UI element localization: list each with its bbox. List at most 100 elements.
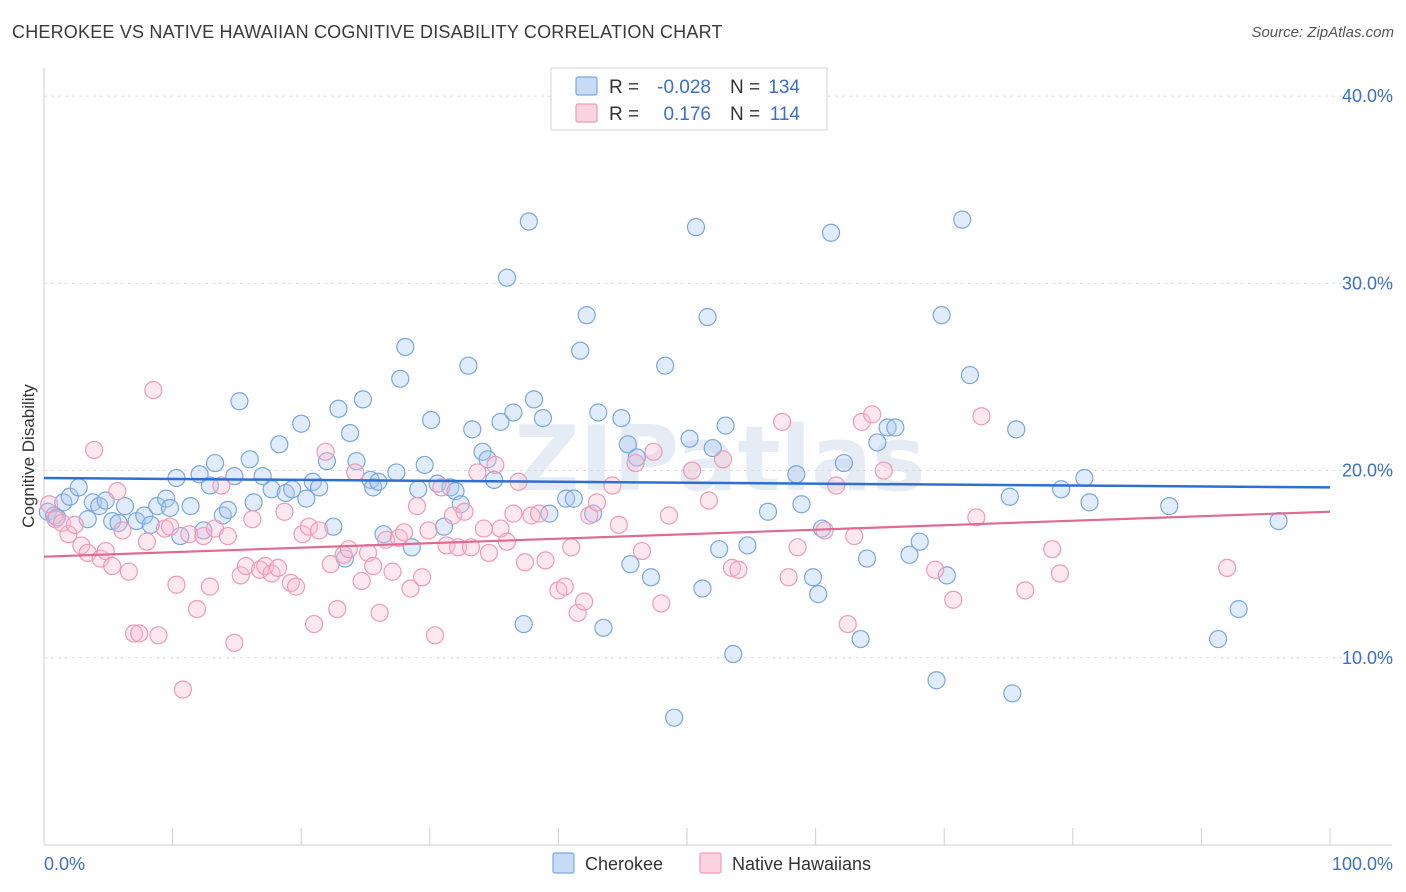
cherokee-point bbox=[421, 410, 441, 430]
cherokee-point bbox=[577, 306, 596, 325]
native-hawaiians-point bbox=[299, 517, 319, 536]
cherokee-point bbox=[194, 521, 213, 540]
cherokee-point bbox=[758, 502, 778, 521]
cherokee-point bbox=[627, 448, 646, 467]
cherokee-point bbox=[621, 555, 640, 574]
cherokee-point bbox=[141, 515, 160, 534]
cherokee-point bbox=[1080, 493, 1099, 512]
native-hawaiians-point bbox=[972, 407, 991, 426]
y-tick-labels: 10.0% 20.0% 30.0% 40.0% bbox=[1342, 86, 1393, 668]
cherokee-point bbox=[932, 306, 951, 325]
native-hawaiians-point bbox=[268, 558, 288, 578]
native-hawaiians-point bbox=[530, 504, 549, 523]
cherokee-point bbox=[809, 585, 828, 604]
cherokee-point bbox=[310, 478, 329, 497]
x-ticks bbox=[43, 828, 1331, 845]
hawaiian-swatch bbox=[575, 103, 598, 123]
cherokee-point bbox=[135, 506, 154, 525]
native-hawaiians-point bbox=[286, 577, 306, 596]
cherokee-point bbox=[937, 566, 956, 585]
y-axis-title: Cognitive Disability bbox=[19, 384, 38, 528]
native-hawaiians-point bbox=[180, 525, 199, 544]
cherokee-n-value: 134 bbox=[768, 77, 800, 98]
native-hawaiians-point bbox=[874, 461, 893, 480]
cherokee-point bbox=[369, 472, 388, 491]
native-hawaiians-point bbox=[609, 515, 628, 534]
native-hawaiians-point bbox=[130, 624, 149, 643]
native-hawaiians-point bbox=[321, 555, 340, 574]
cherokee-point bbox=[230, 392, 249, 411]
native-hawaiians-point bbox=[474, 519, 493, 538]
native-hawaiians-point bbox=[160, 517, 180, 536]
native-hawaiians-point bbox=[187, 599, 207, 619]
cherokee-point bbox=[396, 337, 415, 357]
cherokee-point bbox=[886, 418, 905, 437]
cherokee-point bbox=[1209, 629, 1228, 649]
native-hawaiians-point bbox=[437, 536, 456, 555]
hawaiian-n-value: 114 bbox=[770, 104, 801, 125]
native-hawaiians-point bbox=[119, 562, 138, 581]
cherokee-point bbox=[1000, 487, 1019, 506]
native-hawaiians-point bbox=[103, 556, 122, 576]
native-hawaiians-point bbox=[1043, 540, 1062, 559]
cherokee-point bbox=[792, 495, 811, 514]
native-hawaiians-point bbox=[243, 510, 262, 529]
cherokee-point bbox=[868, 433, 887, 452]
cherokee-point bbox=[656, 356, 675, 375]
cherokee-point bbox=[1229, 599, 1248, 619]
cherokee-point bbox=[115, 497, 135, 516]
legend-cherokee-swatch bbox=[552, 852, 575, 874]
cherokee-point bbox=[519, 212, 538, 231]
native-hawaiians-point bbox=[412, 568, 432, 587]
native-hawaiians-point bbox=[729, 560, 748, 579]
cherokee-point bbox=[387, 463, 406, 482]
cherokee-point bbox=[353, 390, 373, 409]
native-hawaiians-point bbox=[967, 508, 986, 527]
native-hawaiians-point bbox=[389, 528, 409, 548]
native-hawaiians-point bbox=[486, 455, 505, 475]
cherokee-point bbox=[716, 416, 735, 435]
native-hawaiians-point bbox=[587, 493, 607, 512]
cherokee-point bbox=[364, 478, 383, 497]
native-hawaiians-point bbox=[144, 380, 163, 400]
native-hawaiians-point bbox=[713, 450, 733, 469]
native-hawaiians-point bbox=[568, 603, 587, 622]
cherokee-point bbox=[724, 644, 743, 664]
cherokee-point bbox=[533, 409, 553, 428]
cherokee-point bbox=[1269, 511, 1288, 531]
native-hawaiians-point bbox=[72, 536, 91, 555]
native-hawaiians-point bbox=[425, 626, 445, 645]
cherokee-point bbox=[1160, 497, 1179, 516]
cherokee-point bbox=[157, 489, 176, 508]
native-hawaiians-point bbox=[40, 495, 59, 514]
hawaiian-r-value: 0.176 bbox=[663, 104, 711, 125]
native-hawaiians-point bbox=[575, 592, 594, 611]
native-hawaiians-point bbox=[603, 476, 622, 495]
native-hawaiians-point bbox=[491, 519, 510, 538]
hawaiian-r-label: R = bbox=[609, 104, 639, 125]
native-hawaiians-point bbox=[370, 603, 389, 622]
native-hawaiians-point bbox=[944, 590, 963, 609]
legend-cherokee-label: Cherokee bbox=[585, 854, 663, 874]
y-tick-label: 20.0% bbox=[1342, 461, 1393, 481]
cherokee-point bbox=[340, 423, 360, 443]
cherokee-point bbox=[680, 429, 699, 448]
cherokee-point bbox=[1075, 468, 1094, 488]
cherokee-point bbox=[409, 480, 428, 499]
native-hawaiians-point bbox=[562, 538, 581, 557]
native-hawaiians-point bbox=[838, 614, 857, 634]
cherokee-point bbox=[329, 399, 348, 418]
cherokee-point bbox=[415, 455, 434, 475]
hawaiian-n-label: N = bbox=[730, 104, 760, 125]
cherokee-point bbox=[244, 493, 263, 512]
cherokee-point bbox=[324, 517, 343, 536]
cherokee-point bbox=[803, 568, 823, 587]
native-hawaiians-point bbox=[173, 680, 192, 699]
native-hawaiians-point bbox=[200, 577, 219, 596]
native-hawaiians-trend-line bbox=[43, 510, 1331, 558]
cherokee-point bbox=[557, 489, 576, 508]
cherokee-r-label: R = bbox=[609, 77, 639, 98]
native-hawaiians-point bbox=[773, 412, 792, 431]
native-hawaiians-point bbox=[827, 476, 846, 495]
